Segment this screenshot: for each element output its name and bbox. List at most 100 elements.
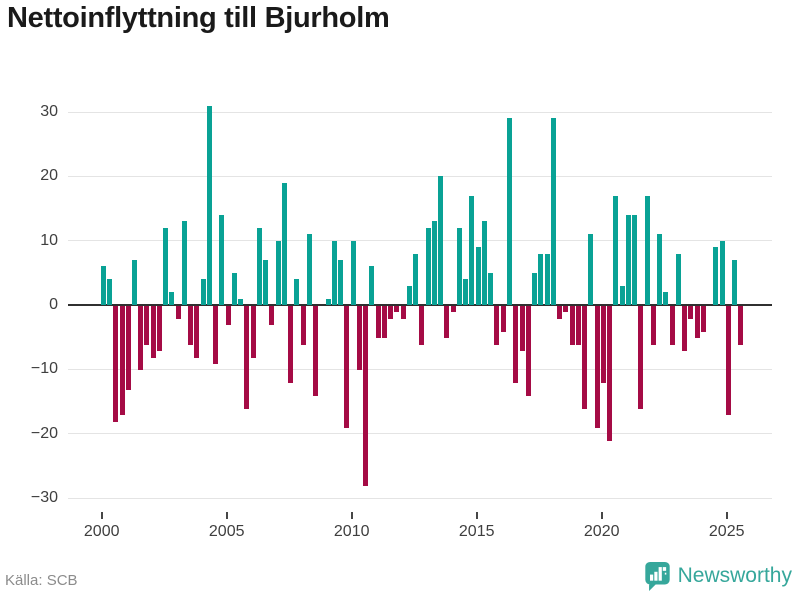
- bar-2013Q1: [425, 227, 431, 305]
- bar-2011Q3: [388, 306, 394, 319]
- bar-2003Q3: [188, 306, 194, 345]
- bar-2020Q1: [600, 306, 606, 384]
- chart-title: Nettoinflyttning till Bjurholm: [7, 2, 390, 34]
- bar-2009Q4: [344, 306, 350, 429]
- x-axis-label-2020: 2020: [583, 523, 620, 540]
- gridline-30: [68, 111, 772, 113]
- bar-2009Q3: [338, 260, 344, 305]
- bar-2004Q2: [206, 105, 212, 305]
- bar-2004Q4: [219, 214, 225, 305]
- bar-2007Q4: [294, 279, 300, 305]
- bar-2005Q3: [238, 298, 244, 305]
- y-axis-label-0: 0: [49, 296, 58, 313]
- bar-2025Q3: [738, 306, 744, 345]
- x-axis-label-2025: 2025: [708, 523, 745, 540]
- bar-2014Q4: [469, 195, 475, 305]
- bar-2012Q4: [419, 306, 425, 345]
- bar-2019Q4: [594, 306, 600, 429]
- newsworthy-logo-text: Newsworthy: [677, 564, 792, 587]
- bar-2022Q2: [657, 234, 662, 305]
- bar-2020Q3: [613, 195, 619, 305]
- bar-2011Q1: [375, 306, 381, 339]
- bar-2003Q1: [175, 306, 181, 319]
- bar-2000Q3: [113, 306, 119, 422]
- bar-2008Q2: [306, 234, 312, 305]
- bar-2009Q2: [331, 240, 337, 305]
- bar-2005Q4: [244, 306, 250, 409]
- bar-2005Q2: [231, 272, 237, 305]
- bar-2006Q1: [250, 306, 256, 358]
- bar-2013Q3: [438, 176, 444, 305]
- bar-2014Q3: [463, 279, 469, 305]
- bar-2024Q1: [700, 306, 706, 332]
- zero-axis-line: [68, 304, 772, 306]
- bar-2013Q4: [444, 306, 450, 339]
- bar-2021Q2: [632, 214, 637, 305]
- bar-2025Q1: [725, 306, 731, 416]
- bar-2010Q3: [363, 306, 369, 487]
- bar-2010Q1: [350, 240, 356, 305]
- bar-2019Q1: [575, 306, 581, 345]
- bar-2003Q4: [194, 306, 200, 358]
- bar-2014Q1: [450, 306, 456, 313]
- bar-2018Q2: [557, 306, 562, 319]
- bar-2017Q3: [538, 253, 544, 305]
- source-caption: Källa: SCB: [5, 572, 78, 589]
- x-axis-label-2005: 2005: [208, 523, 245, 540]
- bar-2015Q4: [494, 306, 500, 345]
- bar-2012Q1: [400, 306, 406, 319]
- x-tick-2005: [225, 512, 228, 519]
- bar-2023Q2: [682, 306, 687, 351]
- gridline--30: [68, 497, 772, 499]
- bar-2011Q2: [381, 306, 387, 339]
- x-tick-2020: [600, 512, 603, 519]
- newsworthy-logo[interactable]: Newsworthy: [644, 561, 792, 591]
- bar-2001Q4: [144, 306, 150, 345]
- bar-2020Q2: [607, 306, 612, 442]
- bar-2021Q1: [625, 214, 631, 305]
- bar-2018Q3: [563, 306, 569, 313]
- y-axis-label-30: 30: [40, 103, 58, 120]
- y-axis-label--30: −30: [30, 488, 58, 506]
- y-axis-label-10: 10: [40, 231, 58, 249]
- bar-2008Q3: [313, 306, 319, 397]
- bar-2009Q1: [325, 298, 331, 305]
- bar-2015Q2: [481, 221, 487, 305]
- x-axis-label-2015: 2015: [458, 523, 495, 540]
- bar-2007Q3: [288, 306, 294, 384]
- bar-2025Q2: [732, 260, 737, 305]
- bar-2018Q1: [550, 118, 556, 305]
- bar-2000Q1: [100, 266, 106, 305]
- bar-2002Q3: [163, 227, 169, 305]
- bar-2019Q3: [588, 234, 594, 305]
- bar-2023Q3: [688, 306, 694, 319]
- x-axis-label-2000: 2000: [83, 523, 120, 540]
- gridline--20: [68, 433, 772, 435]
- bar-2019Q2: [582, 306, 587, 409]
- gridline-20: [68, 175, 772, 177]
- bar-2024Q3: [713, 247, 719, 305]
- bar-2011Q4: [394, 306, 400, 313]
- bar-2016Q1: [500, 306, 506, 332]
- bar-2022Q3: [663, 292, 669, 305]
- bar-2024Q4: [719, 240, 725, 305]
- bar-2016Q2: [506, 118, 512, 305]
- bar-2001Q3: [138, 306, 144, 371]
- bar-2002Q2: [156, 306, 162, 351]
- x-axis-label-2010: 2010: [333, 523, 370, 540]
- bar-2001Q1: [125, 306, 131, 390]
- bar-2010Q2: [356, 306, 362, 371]
- bar-2021Q3: [638, 306, 644, 409]
- bar-2004Q1: [200, 279, 206, 305]
- newsworthy-logo-icon: [644, 561, 670, 591]
- bar-2021Q4: [644, 195, 650, 305]
- bar-2017Q1: [525, 306, 531, 397]
- bar-2005Q1: [225, 306, 231, 326]
- gridline--10: [68, 368, 772, 370]
- bar-2006Q3: [263, 260, 269, 305]
- bar-2002Q1: [150, 306, 156, 358]
- bar-2014Q2: [456, 227, 462, 305]
- bar-2002Q4: [169, 292, 175, 305]
- bar-2022Q4: [669, 306, 675, 345]
